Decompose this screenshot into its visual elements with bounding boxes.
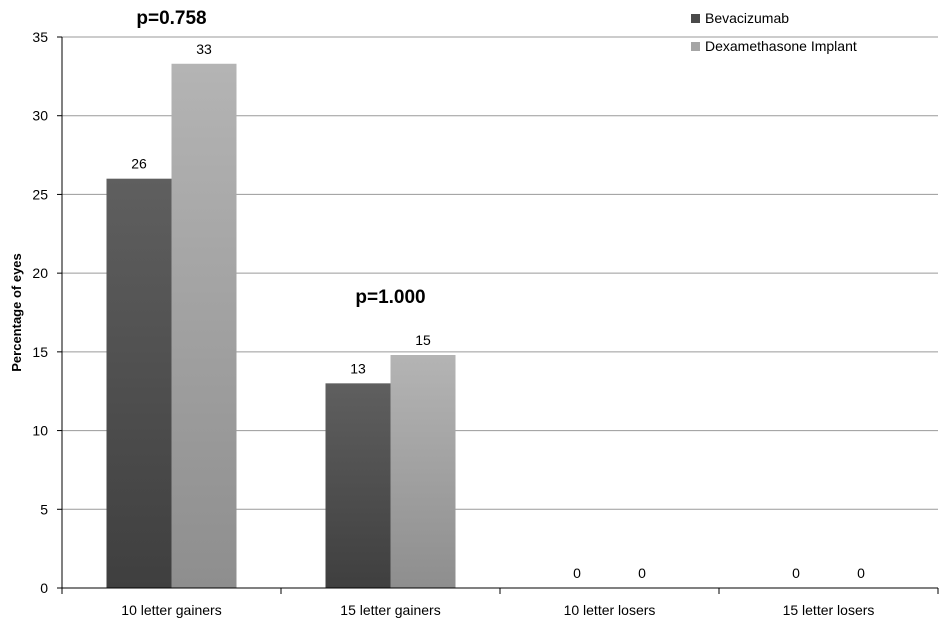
y-tick-label: 5 (40, 501, 48, 517)
data-label: 0 (857, 565, 865, 581)
legend-label: Bevacizumab (705, 10, 789, 26)
data-label: 33 (196, 41, 212, 57)
data-label: 15 (415, 332, 431, 348)
y-tick-label: 0 (40, 580, 48, 596)
x-category-label: 10 letter gainers (121, 602, 221, 618)
data-label: 0 (573, 565, 581, 581)
data-label: 0 (792, 565, 800, 581)
y-axis-label: Percentage of eyes (9, 253, 24, 372)
y-tick-label: 30 (32, 108, 48, 124)
x-category-label: 15 letter losers (783, 602, 875, 618)
legend-label: Dexamethasone Implant (705, 38, 857, 54)
x-category-label: 15 letter gainers (340, 602, 440, 618)
data-label: 26 (131, 156, 147, 172)
y-tick-label: 35 (32, 29, 48, 45)
p-value-annotation: p=1.000 (355, 287, 425, 308)
labels: 0 5 10 15 20 25 30 35 26 33 10 letter gainers 13 15 1… (32, 8, 874, 618)
y-tick-label: 15 (32, 344, 48, 360)
p-value-annotation: p=0.758 (136, 8, 206, 29)
bar-dexamethasone-implant (390, 355, 456, 588)
x-category-label: 10 letter losers (564, 602, 656, 618)
axes (57, 36, 939, 594)
bar-bevacizumab (325, 383, 391, 588)
legend-swatch (691, 42, 700, 51)
legend: Bevacizumab Dexamethasone Implant (691, 10, 857, 54)
y-tick-label: 20 (32, 265, 48, 281)
bar-dexamethasone-implant (171, 63, 237, 588)
legend-swatch (691, 14, 700, 23)
bar-bevacizumab (106, 178, 172, 588)
data-label: 0 (638, 565, 646, 581)
y-tick-label: 10 (32, 423, 48, 439)
y-tick-label: 25 (32, 186, 48, 202)
bars (106, 63, 456, 588)
data-label: 13 (350, 360, 366, 376)
